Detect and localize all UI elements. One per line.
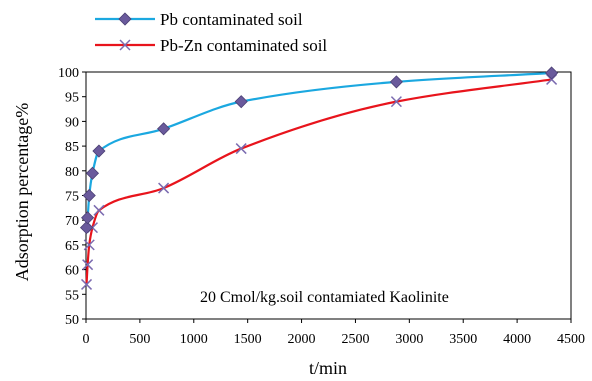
x-tick-label: 1000 — [180, 332, 208, 347]
legend-label: Pb contaminated soil — [160, 10, 303, 29]
y-tick-label: 60 — [65, 264, 79, 279]
x-tick-label: 500 — [129, 332, 150, 347]
y-tick-label: 70 — [65, 214, 79, 229]
x-tick-label: 4000 — [503, 332, 531, 347]
x-tick-label: 4500 — [557, 332, 585, 347]
series-group — [79, 66, 559, 290]
data-point — [93, 204, 105, 216]
series-line — [85, 78, 552, 285]
y-tick-label: 50 — [65, 313, 79, 328]
x-tick-label: 1500 — [234, 332, 262, 347]
x-tick-label: 2000 — [288, 332, 316, 347]
data-point — [92, 144, 106, 158]
y-tick-label: 100 — [58, 66, 79, 81]
x-marker-stroke — [235, 143, 247, 155]
plot-frame — [85, 71, 572, 320]
y-tick-label: 85 — [65, 140, 79, 155]
y-tick-label: 75 — [65, 190, 79, 205]
data-point — [82, 259, 94, 271]
data-point — [157, 122, 171, 136]
data-point — [234, 95, 248, 109]
data-point — [79, 221, 94, 235]
data-point — [545, 66, 559, 80]
legend-label: Pb-Zn contaminated soil — [160, 36, 327, 55]
y-tick-label: 95 — [65, 91, 79, 106]
legend-item: Pb-Zn contaminated soil — [95, 36, 327, 55]
legend: Pb contaminated soil Pb-Zn contaminated s… — [95, 10, 327, 55]
data-point — [389, 75, 403, 89]
chart-annotation: 20 Cmol/kg.soil contamiated Kaolinite — [200, 289, 449, 306]
x-marker-stroke — [390, 96, 402, 108]
data-point — [390, 96, 402, 108]
x-tick-label: 3000 — [395, 332, 423, 347]
y-tick-label: 55 — [65, 288, 79, 303]
data-point — [82, 188, 96, 203]
x-tick-label: 3500 — [449, 332, 477, 347]
x-tick-label: 2500 — [341, 332, 369, 347]
y-tick-label: 80 — [65, 165, 79, 180]
x-marker-stroke — [93, 204, 105, 216]
series-1 — [79, 66, 559, 235]
data-point — [158, 182, 170, 194]
legend-marker — [118, 12, 132, 26]
x-marker-stroke — [119, 39, 131, 51]
data-point — [81, 278, 93, 290]
x-tick-label: 0 — [83, 332, 90, 347]
series-line — [85, 71, 552, 228]
series-2 — [81, 73, 558, 290]
x-axis-label: t/min — [309, 358, 347, 378]
x-marker-stroke — [158, 182, 170, 194]
x-marker-stroke — [83, 239, 95, 251]
y-tick-label: 90 — [65, 115, 79, 130]
y-tick-label: 65 — [65, 239, 79, 254]
data-point — [81, 211, 95, 225]
data-point — [235, 143, 247, 155]
data-point — [85, 166, 100, 180]
legend-marker — [119, 39, 131, 51]
data-point — [83, 239, 95, 251]
y-axis-label: Adsorption percentage% — [12, 103, 32, 281]
legend-item: Pb contaminated soil — [95, 10, 303, 29]
x-marker-stroke — [82, 259, 94, 271]
x-marker-stroke — [81, 278, 93, 290]
